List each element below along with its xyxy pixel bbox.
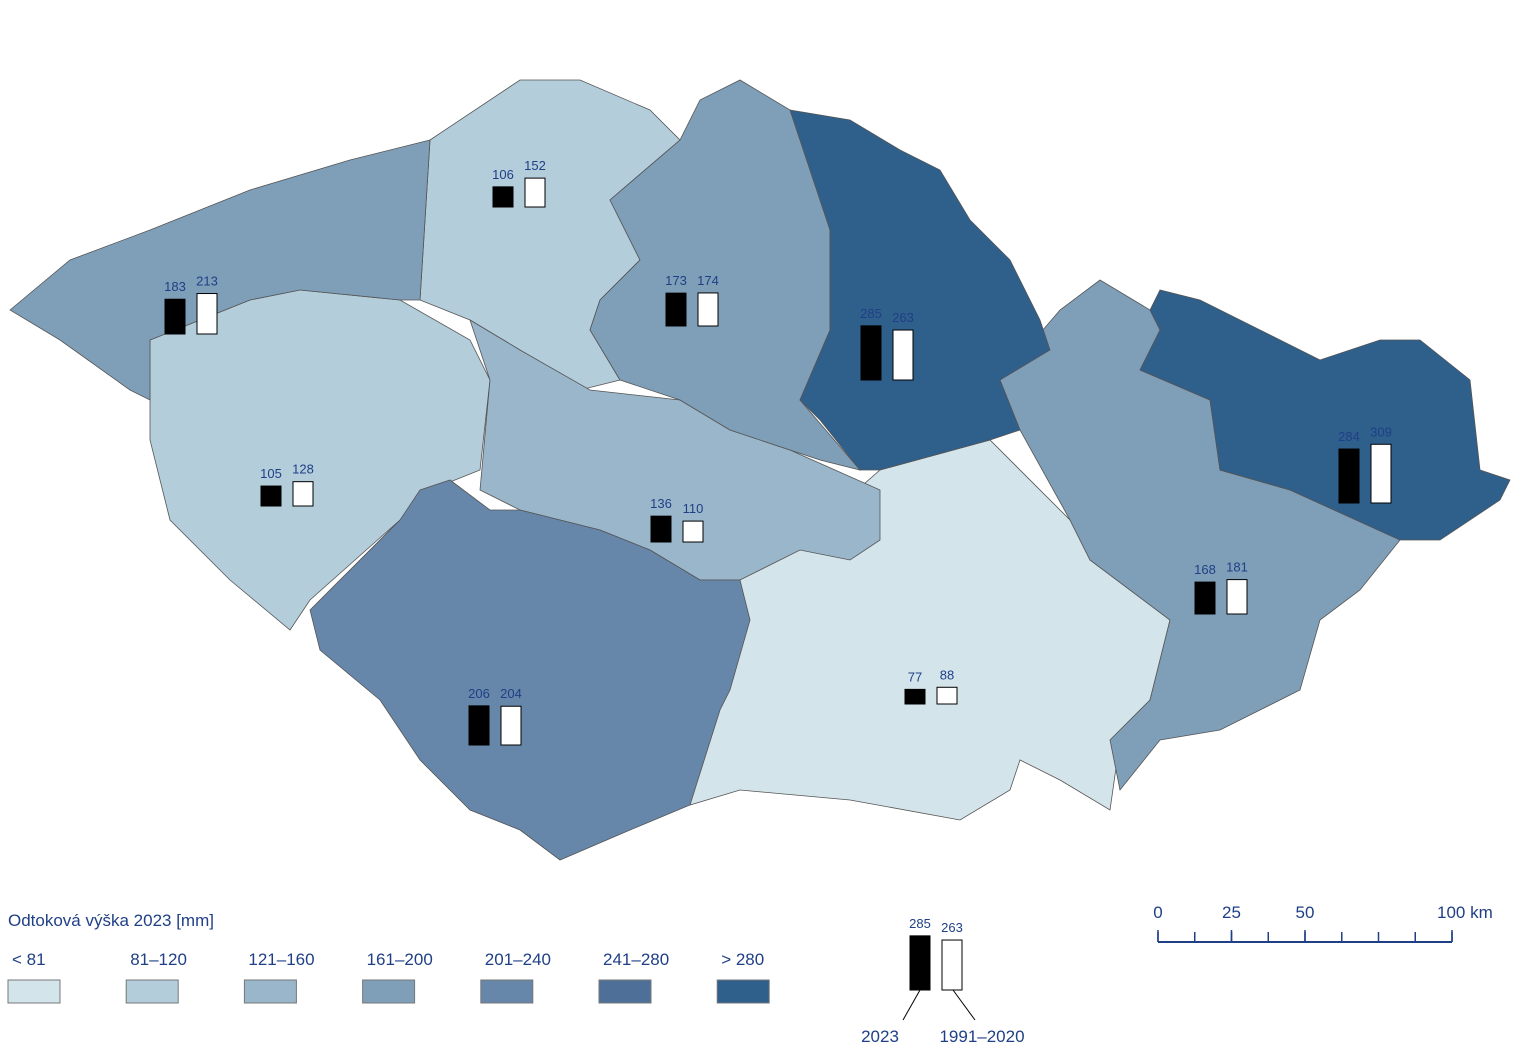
bar-label: 183 <box>164 279 186 294</box>
legend-label: 201–240 <box>485 950 551 969</box>
legend-label: 81–120 <box>130 950 187 969</box>
year-bar <box>468 705 490 746</box>
bar-label: 284 <box>1338 429 1360 444</box>
legend-swatch <box>716 979 770 1004</box>
basin <box>9 139 431 401</box>
year-bar <box>860 325 882 381</box>
bar-label: 168 <box>1194 562 1216 577</box>
legend-title: Odtoková výška 2023 [mm] <box>8 911 214 930</box>
legend-swatch <box>243 979 297 1004</box>
bar-label: 136 <box>650 496 672 511</box>
legend-swatch <box>125 979 179 1004</box>
legend-label: 121–160 <box>248 950 314 969</box>
year-bar <box>904 688 926 705</box>
legend-label: < 81 <box>12 950 46 969</box>
year-bar <box>492 186 514 208</box>
normal-bar <box>500 705 522 746</box>
year-bar <box>164 298 186 335</box>
bar-label: 213 <box>196 274 218 289</box>
bar-label: 128 <box>292 462 314 477</box>
bar-label: 263 <box>892 310 914 325</box>
bar-label: 174 <box>697 273 719 288</box>
normal-bar <box>524 177 546 208</box>
bar-label: 285 <box>909 916 931 931</box>
bar-label: 206 <box>468 686 490 701</box>
normal-bar <box>196 293 218 335</box>
year-bar <box>665 292 687 327</box>
basin <box>1139 289 1511 541</box>
scale-label: 50 <box>1296 903 1315 922</box>
legend-label: > 280 <box>721 950 764 969</box>
river-basins <box>9 79 1511 861</box>
bar-label: 285 <box>860 306 882 321</box>
scale-label: 100 km <box>1437 903 1493 922</box>
normal-bar <box>682 520 704 543</box>
key-label: 2023 <box>861 1027 899 1046</box>
legend-swatch <box>598 979 652 1004</box>
bar-label: 263 <box>941 920 963 935</box>
bar-label: 152 <box>524 158 546 173</box>
key-leader <box>952 989 976 1021</box>
legend-swatch <box>480 979 534 1004</box>
scale-label: 25 <box>1222 903 1241 922</box>
basin <box>789 109 1051 471</box>
year-bar <box>909 935 931 991</box>
normal-bar <box>936 686 958 705</box>
year-bar <box>1194 581 1216 615</box>
legend-label: 241–280 <box>603 950 669 969</box>
year-bar <box>1338 448 1360 504</box>
bar-label: 110 <box>683 501 704 516</box>
normal-bar <box>697 292 719 327</box>
legend-label: 161–200 <box>367 950 433 969</box>
bar-label: 309 <box>1370 424 1392 439</box>
bar-label: 105 <box>260 466 282 481</box>
key-leader <box>902 989 921 1021</box>
bar-label: 173 <box>665 273 687 288</box>
bar-label: 181 <box>1226 560 1248 575</box>
normal-bar <box>292 481 314 507</box>
basin <box>469 319 881 581</box>
key-label: 1991–2020 <box>939 1027 1024 1046</box>
normal-bar <box>1226 579 1248 615</box>
bar-label: 204 <box>500 686 522 701</box>
year-bar <box>260 485 282 507</box>
scale-label: 0 <box>1153 903 1162 922</box>
normal-bar <box>1370 443 1392 504</box>
normal-bar <box>941 939 963 991</box>
legend-swatch <box>7 979 61 1004</box>
bar-label: 88 <box>940 667 954 682</box>
bar-label: 106 <box>492 167 514 182</box>
legend-swatch <box>362 979 416 1004</box>
normal-bar <box>892 329 914 381</box>
basin <box>309 479 751 861</box>
bar-label: 77 <box>908 669 922 684</box>
year-bar <box>650 515 672 543</box>
